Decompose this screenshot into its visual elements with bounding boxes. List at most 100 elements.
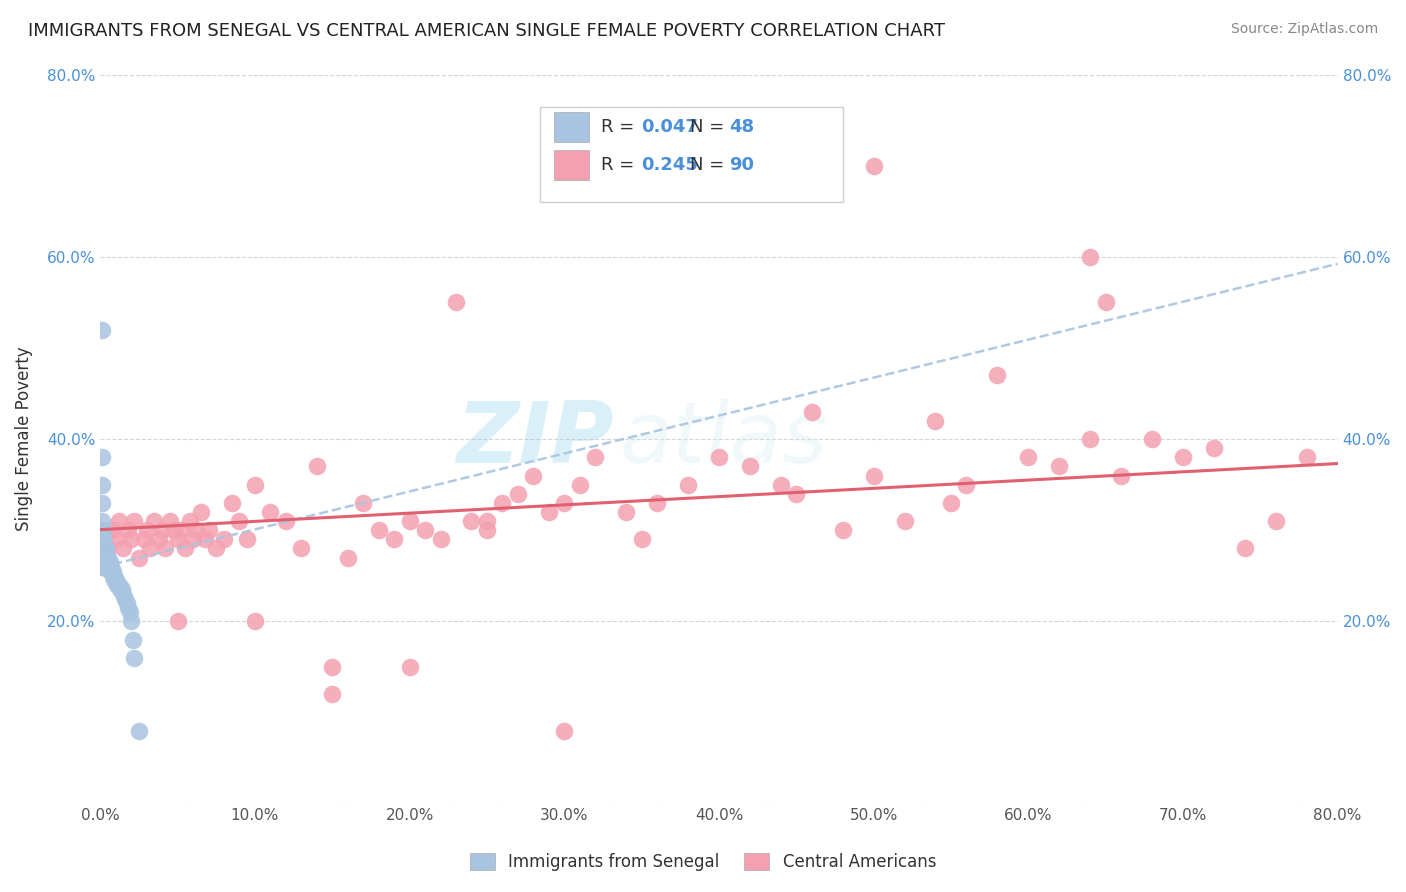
Point xyxy=(522,468,544,483)
Point xyxy=(112,587,135,601)
Point xyxy=(143,514,166,528)
Point xyxy=(707,450,730,465)
Point xyxy=(205,541,228,556)
Point xyxy=(321,660,343,674)
Point xyxy=(1295,450,1317,465)
Point xyxy=(475,523,498,537)
Point xyxy=(398,660,420,674)
Point xyxy=(93,550,115,565)
Point xyxy=(553,496,575,510)
Point xyxy=(221,496,243,510)
Point xyxy=(124,650,146,665)
Point xyxy=(90,450,112,465)
Point xyxy=(114,591,136,606)
Point xyxy=(112,541,135,556)
Point xyxy=(259,505,281,519)
Point xyxy=(121,632,143,647)
Text: IMMIGRANTS FROM SENEGAL VS CENTRAL AMERICAN SINGLE FEMALE POVERTY CORRELATION CH: IMMIGRANTS FROM SENEGAL VS CENTRAL AMERI… xyxy=(28,22,945,40)
Text: ZIP: ZIP xyxy=(456,398,614,481)
Text: 90: 90 xyxy=(728,156,754,174)
Point xyxy=(132,533,155,547)
Point xyxy=(108,514,131,528)
Point xyxy=(179,514,201,528)
Text: atlas: atlas xyxy=(620,398,828,481)
Point xyxy=(155,541,177,556)
Point xyxy=(893,514,915,528)
Point xyxy=(98,559,121,574)
Point xyxy=(120,615,142,629)
Point xyxy=(148,533,170,547)
Point xyxy=(1078,250,1101,264)
Point xyxy=(93,523,115,537)
Point xyxy=(96,546,118,560)
FancyBboxPatch shape xyxy=(540,107,842,202)
Point xyxy=(117,600,139,615)
Point xyxy=(96,550,118,565)
Point xyxy=(367,523,389,537)
Point xyxy=(1202,441,1225,455)
Point xyxy=(111,582,134,597)
Point xyxy=(194,533,217,547)
Point xyxy=(274,514,297,528)
Text: R =: R = xyxy=(602,118,640,136)
Point xyxy=(429,533,451,547)
Point xyxy=(212,533,235,547)
Point xyxy=(197,523,219,537)
Point xyxy=(1078,432,1101,446)
Point xyxy=(190,505,212,519)
Point xyxy=(103,574,125,588)
Point xyxy=(382,533,405,547)
Point xyxy=(90,533,112,547)
Point xyxy=(243,615,266,629)
Point xyxy=(124,514,146,528)
Text: N =: N = xyxy=(690,118,731,136)
Point xyxy=(117,523,139,537)
Point xyxy=(321,687,343,701)
Point xyxy=(90,496,112,510)
Point xyxy=(100,559,122,574)
Point xyxy=(352,496,374,510)
Point xyxy=(120,533,142,547)
Point xyxy=(228,514,250,528)
Point xyxy=(537,505,560,519)
Point xyxy=(1264,514,1286,528)
Point xyxy=(96,541,118,556)
Point xyxy=(166,533,188,547)
Text: R =: R = xyxy=(602,156,640,174)
Text: 48: 48 xyxy=(728,118,754,136)
Point xyxy=(460,514,482,528)
Point xyxy=(645,496,668,510)
Point xyxy=(159,514,181,528)
Point xyxy=(105,578,128,592)
Point xyxy=(800,405,823,419)
Point xyxy=(108,578,131,592)
Point xyxy=(104,533,127,547)
Point xyxy=(785,487,807,501)
Point xyxy=(166,615,188,629)
Point xyxy=(1047,459,1070,474)
Point xyxy=(1094,295,1116,310)
Point xyxy=(236,533,259,547)
Point xyxy=(614,505,637,519)
Point xyxy=(97,541,120,556)
Point xyxy=(831,523,853,537)
Point xyxy=(1233,541,1256,556)
Point xyxy=(96,555,118,569)
Point xyxy=(568,477,591,491)
Point xyxy=(181,533,204,547)
Point xyxy=(98,564,121,578)
Point xyxy=(90,550,112,565)
Point xyxy=(90,477,112,491)
Point xyxy=(128,723,150,738)
Point xyxy=(90,323,112,337)
Point xyxy=(986,368,1008,383)
Point xyxy=(93,541,115,556)
Point xyxy=(491,496,513,510)
Point xyxy=(118,605,141,619)
Point xyxy=(94,559,117,574)
Point xyxy=(444,295,467,310)
Point xyxy=(305,459,328,474)
Text: 0.245: 0.245 xyxy=(641,156,697,174)
Point xyxy=(94,550,117,565)
Point xyxy=(939,496,962,510)
